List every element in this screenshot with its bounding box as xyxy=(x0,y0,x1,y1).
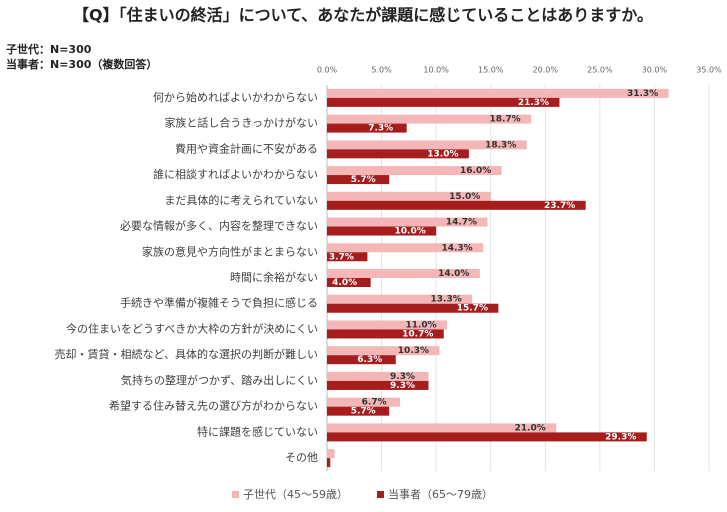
value-label: 5.7% xyxy=(351,175,376,185)
x-tick-label: 25.0% xyxy=(587,66,613,75)
bar xyxy=(327,458,331,468)
x-tick-label: 0.0% xyxy=(317,66,338,75)
value-label: 15.7% xyxy=(457,304,488,314)
bar xyxy=(327,140,527,150)
value-label: 14.0% xyxy=(438,269,469,279)
value-label: 10.0% xyxy=(395,227,426,237)
x-tick-label: 35.0% xyxy=(696,66,722,75)
bar xyxy=(327,166,502,176)
bar xyxy=(327,88,669,98)
bar xyxy=(327,114,532,124)
value-label: 4.0% xyxy=(332,278,357,288)
bar xyxy=(327,423,557,433)
bar xyxy=(327,303,499,313)
bar xyxy=(327,355,396,365)
bar xyxy=(327,397,401,407)
value-label: 10.7% xyxy=(402,329,433,339)
value-label: 23.7% xyxy=(544,201,575,211)
value-label: 14.3% xyxy=(441,243,472,253)
bar xyxy=(327,406,390,416)
y-tick-label: 必要な情報が多く、内容を整理できない xyxy=(120,219,318,233)
chart-title: 【Q】「住まいの終活」について、あなたが課題に感じていることはありますか。 xyxy=(73,6,653,25)
legend-swatch xyxy=(232,491,239,498)
bar xyxy=(327,380,429,390)
value-label: 3.7% xyxy=(329,252,354,262)
value-label: 14.7% xyxy=(446,218,477,228)
legend-label: 当事者（65～79歳） xyxy=(388,487,493,501)
subtitle: 当事者：N=300（複数回答） xyxy=(6,57,157,71)
value-label: 6.7% xyxy=(362,398,387,408)
bar xyxy=(327,243,484,253)
y-tick-label: 手続きや準備が複雑そうで負担に感じる xyxy=(120,296,318,310)
value-label: 13.0% xyxy=(427,149,458,159)
bar xyxy=(327,278,371,287)
bar xyxy=(327,329,444,339)
bar xyxy=(327,320,448,330)
y-tick-label: まだ具体的に考えられていない xyxy=(164,193,318,207)
y-tick-label: 家族の意見や方向性がまとまらない xyxy=(142,244,318,258)
value-label: 21.3% xyxy=(518,98,549,108)
bar xyxy=(327,191,491,201)
value-label: 7.3% xyxy=(368,124,393,134)
x-tick-label: 20.0% xyxy=(533,66,559,75)
bar xyxy=(327,371,429,381)
value-label: 10.3% xyxy=(398,346,429,356)
bar xyxy=(327,123,407,133)
y-tick-label: 何から始めればよいかわからない xyxy=(153,90,318,104)
bar xyxy=(327,217,488,227)
bar xyxy=(327,97,560,107)
y-tick-label: 売却・賃貸・相続など、具体的な選択の判断が難しい xyxy=(55,347,318,361)
x-tick-label: 10.0% xyxy=(423,66,449,75)
value-label: 18.7% xyxy=(489,115,520,125)
bar xyxy=(327,294,473,304)
value-label: 6.3% xyxy=(357,355,382,365)
subtitle: 子世代：N=300 xyxy=(6,42,92,56)
x-tick-label: 15.0% xyxy=(478,66,504,75)
bar xyxy=(327,432,647,442)
value-label: 9.3% xyxy=(390,381,415,391)
bar xyxy=(327,149,469,159)
y-tick-label: 希望する住み替え先の選び方がわからない xyxy=(109,399,318,413)
bar xyxy=(327,269,480,278)
value-label: 16.0% xyxy=(460,166,491,176)
value-label: 9.3% xyxy=(390,372,415,382)
bar xyxy=(327,226,437,236)
legend-swatch xyxy=(377,491,384,498)
x-tick-label: 5.0% xyxy=(371,66,392,75)
value-label: 5.7% xyxy=(351,407,376,417)
value-label: 29.3% xyxy=(605,432,636,442)
legend-label: 子世代（45～59歳） xyxy=(243,488,348,501)
y-tick-label: 費用や資金計画に不安がある xyxy=(175,141,318,155)
bar xyxy=(327,175,390,185)
y-tick-label: 家族と話し合うきっかけがない xyxy=(164,116,318,130)
y-tick-label: 誰に相談すればよいかわからない xyxy=(153,167,318,181)
y-tick-label: 特に課題を感じていない xyxy=(197,424,318,438)
value-label: 13.3% xyxy=(431,295,462,305)
value-label: 15.0% xyxy=(449,192,480,202)
bar xyxy=(327,346,440,356)
value-label: 11.0% xyxy=(405,320,436,330)
y-tick-label: 気持ちの整理がつかず、踏み出しにくい xyxy=(121,373,318,387)
bar xyxy=(327,252,368,262)
value-label: 21.0% xyxy=(515,423,546,433)
value-label: 18.3% xyxy=(485,140,516,150)
value-label: 31.3% xyxy=(627,89,658,99)
x-tick-label: 30.0% xyxy=(642,66,668,75)
bar xyxy=(327,449,335,459)
y-tick-label: 今の住まいをどうすべきか大枠の方針が決めにくい xyxy=(66,321,318,335)
bar xyxy=(327,200,586,210)
y-tick-label: 時間に余裕がない xyxy=(230,270,318,284)
y-tick-label: その他 xyxy=(285,451,318,464)
